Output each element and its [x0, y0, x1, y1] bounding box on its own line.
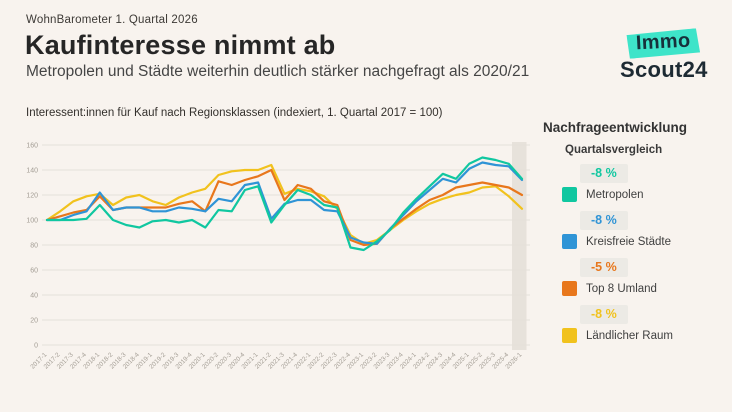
series-swatch-metropolen	[562, 187, 577, 202]
y-tick-label: 60	[30, 268, 38, 275]
y-tick-label: 120	[26, 193, 38, 200]
series-label: Kreisfreie Städte	[586, 235, 672, 248]
series-swatch-top8-umland	[562, 281, 577, 296]
legend-item-top8-umland: -5 % Top 8 Umland	[543, 258, 728, 296]
series-swatch-kreisfreie-staedte	[562, 234, 577, 249]
page-title: Kaufinteresse nimmt ab	[25, 30, 336, 60]
series-line-l-ndlicher-raum	[45, 163, 524, 245]
y-tick-label: 140	[26, 168, 38, 175]
legend-item-kreisfreie-staedte: -8 % Kreisfreie Städte	[543, 211, 728, 249]
y-tick-label: 100	[26, 218, 38, 225]
demand-line-chart: 0204060801001201401602017-12017-22017-32…	[26, 142, 530, 370]
series-label: Metropolen	[586, 188, 644, 201]
change-badge: -8 %	[580, 164, 628, 183]
legend-item-laendlicher-raum: -8 % Ländlicher Raum	[543, 305, 728, 343]
current-quarter-band	[512, 142, 527, 350]
series-swatch-laendlicher-raum	[562, 328, 577, 343]
change-badge: -8 %	[580, 305, 628, 324]
change-badge: -8 %	[580, 211, 628, 230]
y-tick-label: 0	[34, 343, 38, 350]
kicker: WohnBarometer 1. Quartal 2026	[26, 14, 198, 26]
y-tick-label: 20	[30, 318, 38, 325]
series-label: Top 8 Umland	[586, 282, 657, 295]
series-label: Ländlicher Raum	[586, 329, 673, 342]
logo-highlight: Immo	[626, 28, 700, 59]
chart-caption: Interessent:innen für Kauf nach Regionsk…	[26, 107, 443, 119]
y-tick-label: 160	[26, 143, 38, 150]
logo-text-scout24: Scout24	[620, 57, 708, 82]
logo-text-immo: Immo	[635, 29, 691, 55]
change-badge: -5 %	[580, 258, 628, 277]
legend-panel: Nachfrageentwicklung Quartalsvergleich -…	[543, 120, 728, 352]
y-tick-label: 40	[30, 293, 38, 300]
legend-subtitle: Quartalsvergleich	[565, 144, 663, 156]
legend-item-metropolen: -8 % Metropolen	[543, 164, 728, 202]
legend-title: Nachfrageentwicklung	[543, 120, 688, 135]
y-tick-label: 80	[30, 243, 38, 250]
immoscout24-logo: Immo Scout24	[620, 28, 708, 83]
page-subtitle: Metropolen und Städte weiterhin deutlich…	[26, 63, 530, 80]
series-line-metropolen	[45, 156, 524, 252]
